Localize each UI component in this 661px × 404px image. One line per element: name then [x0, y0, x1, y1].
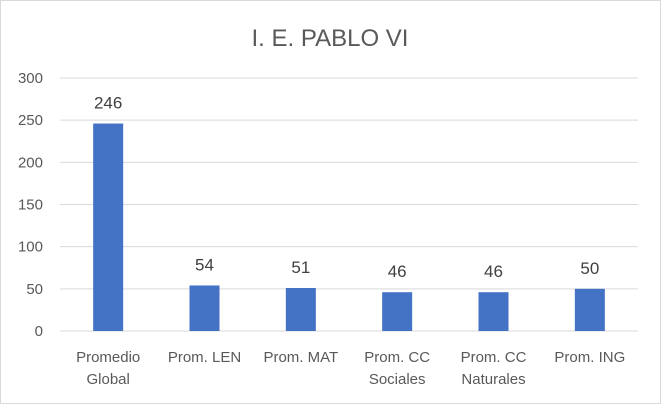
y-tick-label: 250	[18, 112, 43, 129]
data-label: 54	[195, 255, 214, 274]
category-label: Promedio	[76, 349, 140, 366]
y-axis: 0 50 100 150 200 250 300	[18, 70, 43, 340]
y-tick-label: 200	[18, 154, 43, 171]
data-label: 246	[94, 94, 122, 113]
bar	[189, 285, 220, 331]
y-tick-label: 50	[26, 281, 43, 298]
data-label: 51	[291, 258, 310, 277]
category-label: Prom. LEN	[168, 349, 241, 366]
category-label: Prom. CC	[364, 349, 430, 366]
bar	[93, 123, 124, 331]
category-label: Naturales	[461, 371, 525, 388]
chart-title: I. E. PABLO VI	[252, 25, 409, 52]
gridlines	[60, 77, 638, 332]
bar	[285, 287, 316, 331]
bars	[93, 123, 605, 331]
data-label: 46	[388, 262, 407, 281]
data-labels: 246 54 51 46 46 50	[94, 94, 599, 282]
bar	[478, 292, 509, 331]
bar	[574, 288, 605, 331]
category-label: Sociales	[369, 371, 426, 388]
category-label: Global	[86, 371, 129, 388]
bar	[382, 292, 413, 331]
data-label: 46	[484, 262, 503, 281]
y-tick-label: 300	[18, 70, 43, 87]
y-tick-label: 150	[18, 197, 43, 214]
data-label: 50	[580, 259, 599, 278]
x-axis: Promedio Global Prom. LEN Prom. MAT Prom. CC…	[76, 349, 625, 388]
category-label: Prom. ING	[554, 349, 625, 366]
category-label: Prom. CC	[461, 349, 527, 366]
y-tick-label: 100	[18, 239, 43, 256]
category-label: Prom. MAT	[263, 349, 338, 366]
y-tick-label: 0	[35, 323, 43, 340]
